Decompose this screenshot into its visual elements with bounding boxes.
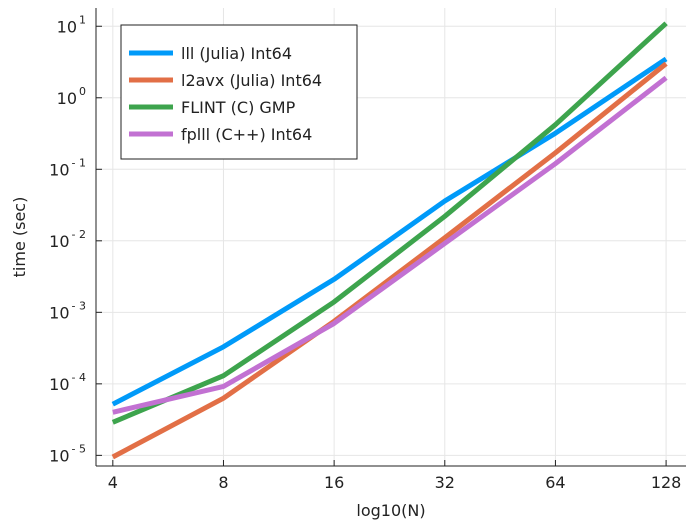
x-tick-label: 64 [545, 473, 565, 492]
series-line-1 [111, 61, 668, 460]
x-tick-label: 128 [651, 473, 682, 492]
legend-box [120, 24, 358, 160]
legend-label: lll (Julia) Int64 [181, 44, 292, 63]
x-axis-ticks: 4 8 16 32 64 128 [108, 460, 682, 492]
y-tick-base: 10 [57, 17, 77, 36]
y-tick-exponent: 0 [79, 85, 86, 98]
y-tick-label: 10- 4 [49, 371, 86, 394]
series-line-3 [112, 75, 668, 415]
y-tick-label: 10 1 [57, 13, 86, 36]
x-tick-label: 8 [218, 473, 228, 492]
y-tick-exponent: - 2 [72, 228, 86, 241]
x-axis-label: log10(N) [356, 501, 425, 520]
axes [95, 8, 686, 467]
y-tick-label: 10- 1 [49, 156, 86, 179]
y-tick-base: 10 [49, 160, 69, 179]
x-tick-label: 4 [108, 473, 118, 492]
y-tick-base: 10 [57, 89, 77, 108]
y-tick-exponent: - 3 [72, 299, 86, 312]
legend-label: fplll (C++) Int64 [181, 125, 312, 144]
y-tick-label: 10- 3 [49, 299, 86, 322]
y-tick-exponent: - 5 [72, 442, 86, 455]
y-tick-base: 10 [49, 232, 69, 251]
y-tick-label: 10- 2 [49, 228, 86, 251]
y-tick-label: 10 0 [57, 85, 86, 108]
series-line-2 [111, 21, 668, 425]
y-tick-label: 10- 5 [49, 442, 86, 465]
y-tick-base: 10 [49, 446, 69, 465]
series-line-0 [111, 56, 668, 407]
x-tick-label: 16 [324, 473, 344, 492]
y-axis-label: time (sec) [10, 197, 29, 278]
legend: lll (Julia) Int64 l2avx (Julia) Int64 FLIN… [120, 24, 358, 160]
y-tick-base: 10 [49, 375, 69, 394]
series-lines [111, 21, 668, 460]
x-tick-label: 32 [435, 473, 455, 492]
legend-label: l2avx (Julia) Int64 [181, 71, 322, 90]
y-tick-exponent: 1 [79, 13, 86, 26]
y-tick-exponent: - 1 [72, 156, 86, 169]
y-tick-base: 10 [49, 303, 69, 322]
legend-label: FLINT (C) GMP [181, 98, 296, 117]
y-tick-exponent: - 4 [72, 371, 86, 384]
